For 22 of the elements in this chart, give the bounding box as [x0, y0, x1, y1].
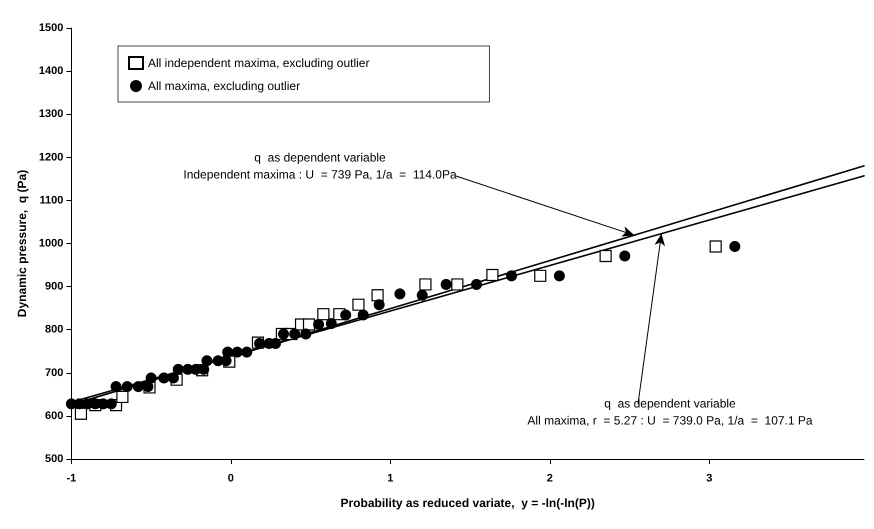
- x-tick-label: 2: [546, 472, 553, 484]
- y-tick-label: 500: [45, 453, 64, 465]
- x-tick-label: -1: [66, 472, 76, 484]
- y-tick-label: 1200: [38, 151, 64, 164]
- y-tick-label: 1100: [39, 194, 64, 206]
- x-axis-title: Probability as reduced variate, y = -ln(-ln(P)): [340, 496, 595, 510]
- y-tick-label: 600: [45, 410, 64, 422]
- annotation: q as dependent variable All maxima, r = 5.27 : U = 739.0 Pa, 1/a = 107.1 Pa: [527, 396, 813, 428]
- y-tick-label: 1500: [38, 22, 64, 34]
- legend-label: All maxima, excluding outlier: [148, 79, 300, 93]
- x-tick-label: 0: [228, 472, 234, 484]
- x-tick-label: 3: [706, 472, 712, 484]
- y-axis-title: Dynamic pressure, q (Pa): [15, 170, 29, 318]
- annotation: q as dependent variable Independent maxima : U = 739 Pa, 1/a = 114.0Pa: [183, 150, 457, 182]
- legend-label: All independent maxima, excluding outlier: [148, 56, 370, 70]
- x-tick-label: 1: [387, 472, 394, 484]
- y-tick-label: 1400: [38, 65, 64, 78]
- y-tick-label: 1300: [38, 108, 64, 120]
- y-tick-label: 800: [45, 324, 64, 336]
- y-tick-label: 700: [45, 366, 64, 379]
- y-tick-label: 1000: [38, 238, 64, 250]
- y-tick-label: 900: [45, 280, 64, 293]
